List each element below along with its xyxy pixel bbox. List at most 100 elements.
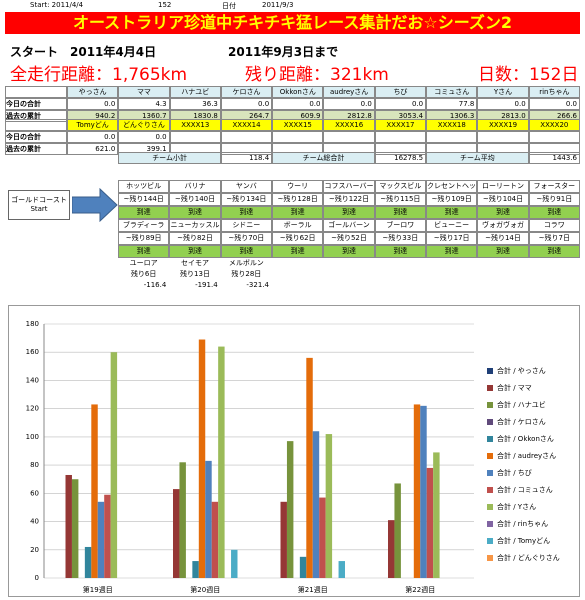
- cell: [426, 258, 477, 269]
- stop-status: 到達: [374, 245, 426, 258]
- cell: [477, 258, 528, 269]
- cell: [426, 269, 477, 280]
- stop-name: クレセントヘッド: [425, 180, 478, 193]
- start-text: Start: [30, 205, 48, 213]
- cell: [529, 280, 580, 291]
- value-cell: 36.3: [169, 98, 221, 110]
- cell: [67, 152, 118, 162]
- bar: [319, 497, 326, 578]
- bar: [338, 561, 345, 578]
- summary-value: 118.4: [220, 152, 273, 164]
- stop-remain: 残り13日: [180, 270, 210, 278]
- stop-name: セイモア: [180, 259, 209, 267]
- legend-label: 合計 / ちび: [497, 468, 532, 477]
- summary-label: チーム平均: [426, 152, 529, 164]
- summary-label: チーム総合計: [272, 152, 375, 164]
- stop-remain: ~残り33日: [374, 232, 426, 245]
- stop-status: 到達: [323, 245, 375, 258]
- summary-value: 1443.6: [528, 152, 580, 164]
- legend-swatch: [487, 487, 493, 493]
- bar: [280, 501, 287, 578]
- remaining-distance: 残り距離：321km: [245, 65, 389, 85]
- cell: [375, 280, 426, 291]
- header-cell: audreyさん: [323, 86, 375, 98]
- bar: [325, 434, 333, 578]
- row-label: 今日の合計: [5, 98, 67, 110]
- legend-label: 合計 / ケロさん: [497, 417, 546, 426]
- legend-label: 合計 / ハナユビ: [497, 400, 546, 409]
- stop-remain: ~残り52日: [323, 232, 375, 245]
- cell: [5, 152, 67, 162]
- y-tick-label: 180: [26, 320, 39, 328]
- y-tick-label: 160: [26, 348, 39, 356]
- summary: チーム小計 118.4 チーム総合計 16278.5 チーム平均 1443.6: [5, 152, 580, 164]
- legend-label: 合計 / どんぐりさん: [497, 553, 560, 562]
- bar: [420, 405, 427, 578]
- header-cell: どんぐりさん: [118, 119, 170, 131]
- value-cell: 4.3: [118, 98, 170, 110]
- header-cell: XXXX16: [323, 119, 375, 131]
- bar: [198, 339, 206, 578]
- x-tick-label: 第20週目: [190, 585, 220, 594]
- stop-name: ブラディーラ: [118, 219, 170, 232]
- stop-remain: 残り6日: [130, 270, 157, 278]
- cell: [272, 280, 323, 291]
- arrow-shape: [72, 188, 118, 222]
- days: 日数：152日: [478, 65, 579, 85]
- bar: [173, 489, 180, 578]
- stop-remain: ~残り122日: [323, 193, 375, 206]
- header-cell: XXXX20: [528, 119, 580, 131]
- cell: [529, 258, 580, 269]
- value-cell: 0.0: [477, 98, 529, 110]
- y-tick-label: 80: [30, 461, 39, 469]
- stop-status: 到達: [528, 245, 580, 258]
- stop-status: 到達: [374, 206, 426, 219]
- legend-label: 合計 / Yさん: [497, 502, 536, 511]
- stop-remain: ~残り109日: [425, 193, 478, 206]
- cell: [169, 131, 221, 143]
- y-tick-label: 120: [26, 405, 39, 413]
- cell: [220, 131, 273, 143]
- bar: [211, 501, 219, 578]
- meta: Start: 2011/4/4: [30, 1, 84, 9]
- value-cell: 0.0: [67, 98, 119, 110]
- start-date: スタート 2011年4月4日: [10, 45, 157, 59]
- header-cell: コミュさん: [426, 86, 478, 98]
- legend-swatch: [487, 436, 493, 442]
- summary-value: 16278.5: [374, 152, 427, 164]
- header-cell: Yさん: [477, 86, 529, 98]
- x-tick-label: 第22週目: [405, 585, 435, 594]
- cell: [323, 258, 374, 269]
- legend-label: 合計 / Okkonさん: [497, 434, 554, 443]
- header-cell: XXXX19: [477, 119, 529, 131]
- cell: [529, 269, 580, 280]
- table: Tomyどん どんぐりさん XXXX13 XXXX14 XXXX15 XXXX16 XXXX…: [5, 119, 580, 155]
- value-cell: 0.0: [323, 98, 375, 110]
- stop-name: ブーロワ: [374, 219, 426, 232]
- bar: [179, 462, 186, 578]
- stop-remain: ~残り89日: [118, 232, 170, 245]
- bar: [413, 404, 421, 578]
- header-cell: XXXX18: [426, 119, 478, 131]
- title: オーストラリア珍道中チキチキ猛レース集計だお☆シーズン2: [5, 12, 580, 34]
- cell: [477, 269, 528, 280]
- stop-status: 到達: [169, 245, 221, 258]
- stop-name: ユーロア: [129, 259, 158, 267]
- stop-status: -191.4: [195, 281, 218, 289]
- legend-swatch: [487, 419, 493, 425]
- chart: 0 20 40 60 80 100 120 140 160 180 第19週目 第20週目 第21週目 第…: [8, 305, 580, 597]
- legend-swatch: [487, 555, 493, 561]
- cell: [375, 269, 426, 280]
- summary-label: チーム小計: [118, 152, 221, 164]
- stop-status: 到達: [118, 206, 170, 219]
- stop-remain: ~残り144日: [118, 193, 170, 206]
- row-label: 過去の累計: [5, 110, 67, 122]
- cell: [528, 143, 580, 155]
- cell: [426, 280, 477, 291]
- bar: [205, 460, 212, 578]
- legend-label: 合計 / Tomyどん: [497, 536, 550, 545]
- row-label: 今日の合計: [5, 131, 67, 143]
- start-box: ゴールドコースト Start: [8, 190, 70, 220]
- legend-label: 合計 / rinちゃん: [497, 519, 548, 528]
